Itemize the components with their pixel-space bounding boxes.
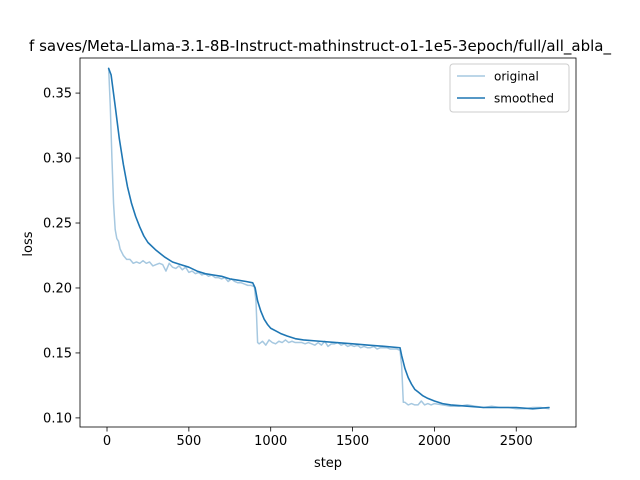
plot-area bbox=[79, 57, 577, 428]
series-line-original bbox=[107, 67, 550, 410]
x-tick-label: 500 bbox=[176, 434, 201, 449]
y-axis-label: loss bbox=[21, 231, 36, 256]
chart-title: f saves/Meta-Llama-3.1-8B-Instruct-mathi… bbox=[29, 37, 611, 56]
y-axis: 0.10 0.15 0.20 0.25 0.30 0.35 bbox=[43, 87, 80, 426]
x-axis: 0 500 1000 1500 2000 2500 bbox=[103, 427, 533, 449]
y-tick-label: 0.30 bbox=[43, 152, 72, 167]
x-tick-label: 1500 bbox=[336, 434, 369, 449]
y-tick-label: 0.35 bbox=[43, 87, 72, 102]
y-tick-label: 0.10 bbox=[43, 411, 72, 426]
x-tick-label: 1000 bbox=[254, 434, 287, 449]
series-line-smoothed bbox=[107, 67, 550, 410]
x-tick-label: 2500 bbox=[500, 434, 533, 449]
y-tick-label: 0.20 bbox=[43, 281, 72, 296]
y-tick-label: 0.15 bbox=[43, 346, 72, 361]
y-tick-label: 0.25 bbox=[43, 217, 72, 232]
x-tick-label: 0 bbox=[103, 434, 111, 449]
axes-frame bbox=[79, 57, 577, 428]
legend-label-original: original bbox=[494, 70, 539, 84]
x-tick-label: 2000 bbox=[418, 434, 451, 449]
legend: original smoothed bbox=[449, 63, 570, 113]
legend-label-smoothed: smoothed bbox=[494, 92, 554, 106]
x-axis-label: step bbox=[314, 456, 342, 471]
